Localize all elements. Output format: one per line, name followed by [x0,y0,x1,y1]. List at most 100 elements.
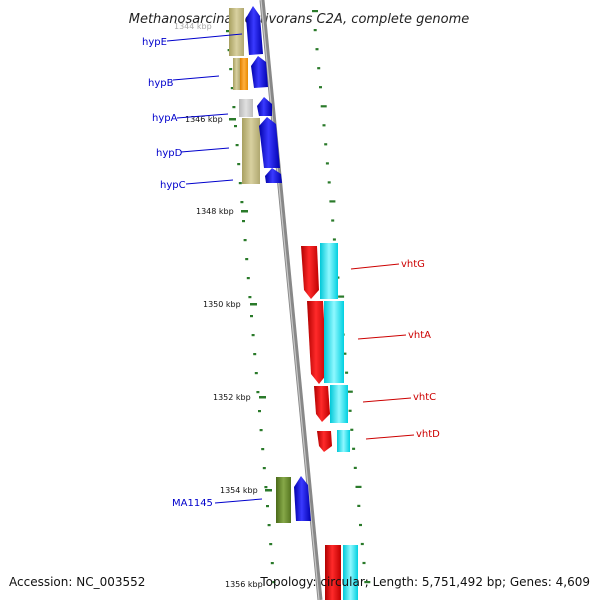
tick-dot [357,504,361,507]
gene-arrow-blue[interactable] [259,117,280,168]
gene-label-vhtc[interactable]: vhtC [413,392,436,403]
gene-arrow-red[interactable] [317,431,332,452]
gene-arrow-blue[interactable] [257,97,272,116]
tick-label: 1348 kbp [196,207,234,216]
gene-label-hype[interactable]: hypE [142,37,167,48]
tick-dot [266,505,269,508]
tick-mark [259,396,266,399]
gene-arrow-red[interactable] [301,246,319,299]
gene-feature-khaki[interactable] [233,58,240,90]
gene-feature-cyan[interactable] [343,545,358,600]
tick-dot [261,448,265,451]
gene-label-hypd[interactable]: hypD [156,148,183,159]
tick-dot [270,562,274,565]
leader-line [166,33,243,42]
tick-dot [240,201,244,204]
gene-feature-cyan[interactable] [330,385,348,423]
leader-line [214,498,263,504]
genome-backbone [259,0,323,600]
gene-feature-orange[interactable] [240,58,248,90]
gene-feature-grey[interactable] [239,99,253,117]
tick-label: 1356 kbp [225,580,263,589]
tick-dot [254,372,258,375]
tick-dot [352,447,356,450]
leader-line [180,147,230,153]
accession-text: Accession: NC_003552 [9,575,145,589]
tick-dot [319,86,322,89]
tick-dot [355,485,362,488]
tick-dot [338,295,345,298]
genome-backbone-highlight [260,0,320,600]
tick-mark [229,118,236,121]
tick-dot [246,277,250,280]
tick-dot [324,143,328,146]
gene-arrow-blue[interactable] [294,476,311,521]
leader-line [357,334,407,340]
tick-dot [264,486,268,489]
gene-label-vhtd[interactable]: vhtD [416,429,440,440]
tick-dot [256,391,260,394]
tick-mark [250,303,257,306]
tick-mark [241,210,248,213]
tick-dot [317,67,321,70]
tick-dot [259,429,263,432]
tick-label: 1346 kbp [185,115,223,124]
tick-dot [312,10,318,13]
tick-dot [230,87,234,90]
leader-line [185,179,234,185]
ma1145-gene-cluster [276,476,311,523]
tick-dot [245,258,249,261]
gene-feature-khaki[interactable] [242,118,260,184]
tick-dot [332,238,336,241]
leader-line [172,75,220,81]
gene-label-vhta[interactable]: vhtA [408,330,431,341]
map-title: Methanosarcina acetivorans C2A, complete… [129,12,470,27]
tick-label: 1350 kbp [203,300,241,309]
gene-label-hypa[interactable]: hypA [152,113,178,124]
gene-arrow-blue[interactable] [246,6,263,55]
tick-dot [362,561,366,565]
gene-label-ma1145[interactable]: MA1145 [172,498,213,509]
gene-label-vhtg[interactable]: vhtG [401,259,425,270]
tick-dot [238,182,242,185]
gene-feature-cyan[interactable] [324,301,344,383]
gene-label-hypb[interactable]: hypB [148,78,174,89]
tick-dot [353,466,357,469]
tick-label: 1352 kbp [213,393,251,402]
gene-label-hypc[interactable]: hypC [160,180,186,191]
topology-summary: Topology: circular; Length: 5,751,492 bp… [259,575,590,589]
gene-arrow-blue[interactable] [251,56,268,88]
gene-labels: hypE hypB hypA hypD hypC MA1145 vhtG vht… [142,33,440,509]
tick-dot [360,542,364,546]
bottom-gene-cluster [325,545,358,600]
tick-dot [315,48,319,51]
tick-mark [265,489,272,492]
tick-dot [331,219,335,222]
tick-dot [327,181,331,184]
tick-dot [258,410,261,413]
tick-dot [320,105,327,108]
gene-arrow-red[interactable] [307,301,327,384]
tick-dot [262,467,266,470]
gene-arrow-blue[interactable] [265,168,282,183]
gene-feature-khaki[interactable] [229,8,244,56]
kbp-scale: 1344 kbp 1346 kbp 1348 kbp 1350 kbp 1352… [174,22,272,589]
leader-line [176,113,229,119]
tick-dot [229,68,233,71]
leader-line [350,263,400,270]
tick-dot [226,30,229,33]
tick-dot [234,125,237,128]
tick-dot [364,581,371,584]
gene-feature-red[interactable] [325,545,341,600]
tick-dot [269,543,273,546]
tick-dot [272,581,276,584]
gene-feature-olive[interactable] [276,477,291,523]
leader-line [362,397,412,403]
tick-dot [329,200,336,203]
gene-feature-cyan[interactable] [320,243,338,299]
tick-dot [251,334,255,337]
tick-label: 1344 kbp [174,22,212,31]
gene-arrow-red[interactable] [314,386,330,422]
gene-feature-cyan[interactable] [337,430,350,452]
